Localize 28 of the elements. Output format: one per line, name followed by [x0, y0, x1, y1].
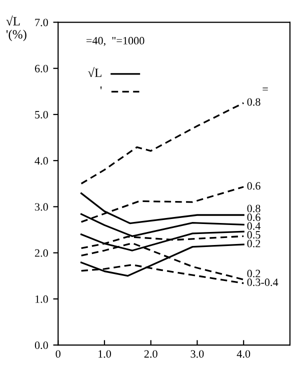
annotation: ' — [100, 86, 102, 90]
y-tick-label: 4.0 — [34, 157, 48, 165]
y-tick-label: 1.0 — [35, 295, 48, 303]
y-tick-label: 6.0 — [34, 64, 48, 72]
y-tick-label: 0.0 — [34, 341, 48, 350]
y-tick-label: 2.0 — [34, 249, 48, 257]
series-label: 0.4 — [247, 222, 261, 230]
series-label: 0.8 — [247, 204, 260, 212]
series-label: 0.3-0.4 — [247, 278, 278, 286]
series-label: 0.8 — [247, 98, 260, 106]
annotation: =40, "=1000 — [86, 36, 144, 46]
x-tick-label: 0 — [56, 350, 60, 358]
annotation: √L — [88, 67, 102, 77]
x-tick-label: 3.0 — [190, 350, 204, 358]
y-tick-label: 7.0 — [35, 18, 48, 26]
x-tick-label: 2.0 — [144, 350, 158, 358]
x-tick-label: 4.0 — [236, 350, 250, 358]
annotation: = — [262, 88, 268, 90]
line-series — [80, 102, 244, 184]
x-tick-label: 1.0 — [98, 350, 111, 358]
series-label: 0.6 — [247, 214, 260, 222]
series-label: 0.2 — [247, 240, 260, 248]
series-label: 0.5 — [247, 231, 260, 239]
y-axis-title: √L '(%) — [6, 15, 26, 42]
series-label: 0.6 — [247, 182, 260, 190]
series-label: 0.2 — [247, 270, 260, 278]
y-tick-label: 3.0 — [35, 203, 48, 211]
y-tick-label: 5.0 — [35, 110, 48, 118]
